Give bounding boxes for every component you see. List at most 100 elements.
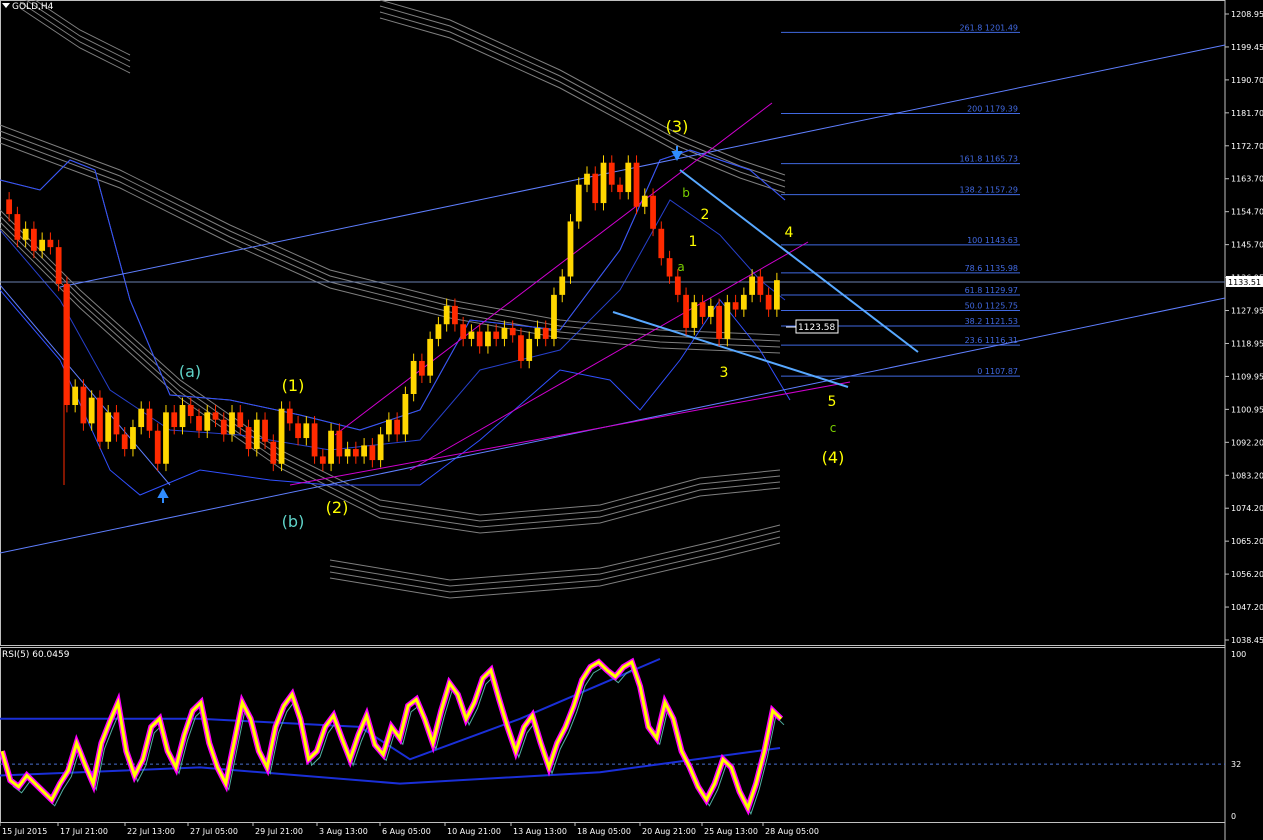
fib-level-label: 78.6 1135.98	[965, 264, 1018, 273]
price-tick-label: 1038.45	[1231, 636, 1263, 645]
time-tick-label: 20 Aug 21:00	[642, 827, 696, 836]
price-tick-label: 1154.70	[1231, 208, 1263, 217]
channel-lower	[409, 241, 809, 471]
ma-band-top-left	[34, 0, 131, 56]
fib-level-label: 50.0 1125.75	[965, 301, 1018, 310]
candle-body	[229, 412, 235, 435]
fib-level-label: 261.8 1201.49	[959, 23, 1018, 32]
time-tick-label: 22 Jul 13:00	[127, 827, 175, 836]
wave-label: c	[830, 421, 837, 435]
ma-band-lower	[0, 227, 781, 534]
candle-body	[130, 427, 136, 450]
wedge-upper	[679, 169, 919, 353]
time-tick-label: 27 Jul 05:00	[190, 827, 238, 836]
price-tick-label: 1145.70	[1231, 241, 1263, 250]
ma-band-top	[379, 0, 786, 176]
candle-body	[724, 302, 731, 339]
candle-body	[245, 427, 252, 450]
dropdown-arrow-icon[interactable]	[2, 3, 10, 8]
ma-band-top	[379, 17, 786, 194]
price-marker-value: 1123.58	[798, 323, 835, 333]
fib-level-label: 61.8 1129.97	[965, 286, 1018, 295]
candle-body	[237, 412, 244, 428]
candle-body	[146, 408, 153, 431]
wave-label: (1)	[282, 376, 305, 395]
ma-band-top-left	[19, 1, 131, 68]
candle-body	[394, 419, 401, 435]
wave-label: (3)	[666, 117, 689, 136]
candle-body	[402, 394, 409, 435]
candle-body	[72, 386, 79, 406]
candle-body	[88, 397, 95, 424]
time-tick-label: 13 Aug 13:00	[513, 827, 567, 836]
candle-body	[410, 360, 417, 395]
candle-body	[584, 173, 590, 185]
candle-body	[716, 305, 722, 339]
wave-label: (a)	[179, 362, 201, 381]
price-tick-label: 1172.70	[1231, 142, 1263, 151]
candle-body	[295, 423, 301, 439]
candle-body	[385, 419, 392, 435]
candle-body	[286, 408, 293, 424]
candle-body	[625, 162, 632, 193]
rsi-ma-long	[0, 746, 781, 785]
down-arrow-icon	[671, 146, 683, 162]
candle-body	[658, 228, 665, 259]
fib-level-label: 161.8 1165.73	[959, 155, 1018, 164]
channel-base	[289, 381, 851, 486]
candle-body	[319, 456, 326, 464]
ma-band-top-left	[25, 0, 131, 62]
candle-body	[253, 419, 260, 450]
candle-body	[493, 331, 500, 339]
candle-body	[97, 397, 103, 442]
candle-body	[361, 445, 367, 457]
price-tick-label: 1074.20	[1231, 504, 1263, 513]
price-tick-label: 1181.70	[1231, 109, 1263, 118]
price-tick-label: 1109.95	[1231, 372, 1263, 381]
fib-level-label: 200 1179.39	[967, 105, 1018, 114]
candle-body	[64, 283, 70, 406]
candle-body	[749, 276, 755, 295]
ma-band-upper	[0, 124, 781, 336]
candle-body	[121, 434, 128, 450]
candle-body	[534, 327, 541, 339]
ma-band-bottom	[329, 536, 781, 593]
time-tick-label: 28 Aug 05:00	[765, 827, 819, 836]
price-tick-label: 1127.95	[1231, 307, 1263, 316]
time-tick-label: 15 Jul 2015	[2, 827, 47, 836]
candle-body	[220, 419, 227, 435]
ma-band-top-left	[19, 7, 131, 74]
rsi-main-line	[0, 659, 783, 812]
wave-label: (2)	[326, 498, 349, 517]
price-tick-label: 1208.95	[1231, 10, 1263, 19]
candle-body	[22, 228, 29, 240]
symbol-label: GOLD,H4	[12, 2, 54, 12]
candle-body	[707, 305, 714, 317]
candle-body	[369, 445, 376, 461]
candle-body	[699, 302, 706, 317]
candle-body	[311, 423, 318, 457]
candle-body	[765, 294, 772, 310]
bollinger-upper-line	[0, 149, 786, 431]
candles	[6, 155, 780, 472]
candle-body	[476, 331, 483, 347]
candle-body	[138, 408, 145, 428]
rsi-glow-line	[0, 657, 784, 816]
candle-body	[154, 430, 161, 464]
candle-body	[452, 305, 458, 325]
price-tick-label: 1163.70	[1231, 175, 1263, 184]
candle-body	[691, 302, 698, 328]
wave-label: 3	[720, 365, 729, 381]
candle-body	[427, 338, 434, 376]
trendline-decline	[0, 284, 171, 486]
candle-body	[344, 449, 351, 457]
candle-body	[14, 214, 21, 240]
wave-label: b	[682, 186, 690, 200]
candle-body	[732, 302, 739, 310]
fib-level-label: 0 1107.87	[977, 367, 1018, 376]
candle-body	[419, 360, 425, 376]
price-tick-label: 1056.20	[1231, 570, 1263, 579]
candle-body	[600, 162, 607, 204]
